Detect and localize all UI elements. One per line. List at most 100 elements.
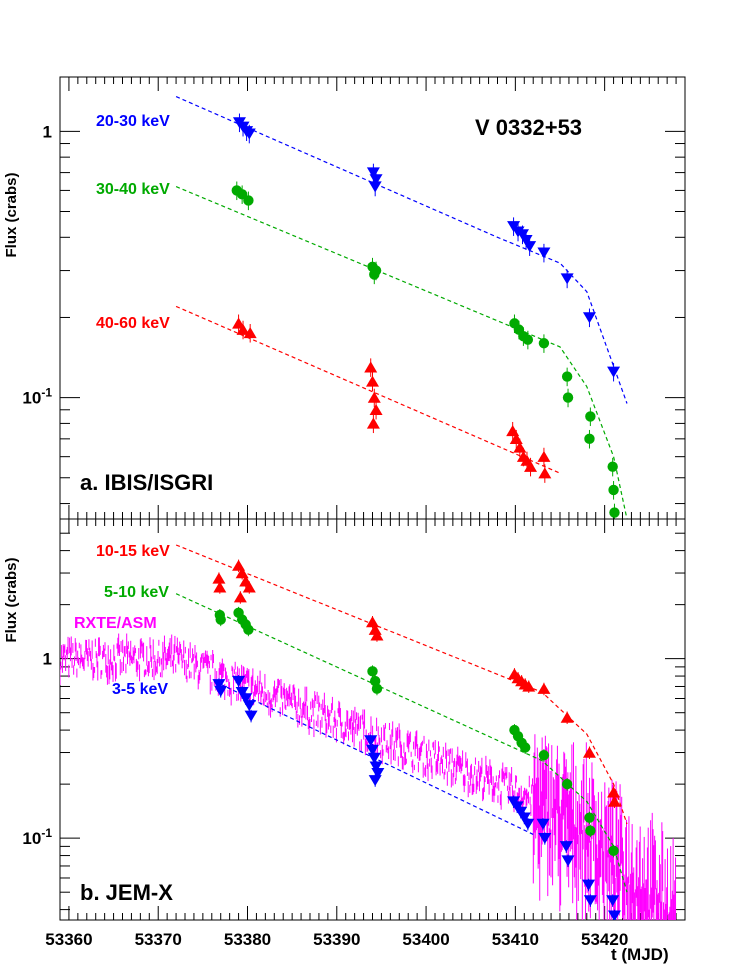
fit-line <box>175 593 628 893</box>
data-point <box>366 417 380 429</box>
data-point <box>514 806 528 818</box>
data-point <box>214 685 228 697</box>
x-tick-label: 53420 <box>581 930 628 949</box>
panel-a: 1 10-1 Flux (crabs) V 0332+53 a. IBIS/ISG… <box>3 76 686 520</box>
data-point <box>368 775 382 787</box>
data-point <box>538 749 550 761</box>
panel-a-axes: 1 10-1 <box>22 77 686 519</box>
data-point <box>371 768 385 780</box>
fit-line <box>220 683 534 835</box>
data-point <box>368 181 382 193</box>
legend-10-15-kev: 10-15 keV <box>96 543 170 560</box>
data-point <box>561 855 575 867</box>
panel-a-title: V 0332+53 <box>475 115 582 140</box>
fit-line <box>175 305 561 474</box>
data-point <box>561 371 573 382</box>
data-point <box>213 581 227 593</box>
data-point <box>366 375 379 387</box>
data-point <box>608 484 619 496</box>
data-point <box>519 742 531 753</box>
data-point <box>239 693 253 705</box>
data-point <box>369 269 380 280</box>
data-point <box>582 312 596 324</box>
data-point <box>242 128 256 140</box>
data-point <box>366 616 379 628</box>
data-point <box>559 841 573 853</box>
data-point <box>521 818 535 830</box>
data-point <box>607 910 621 920</box>
data-point <box>582 746 596 758</box>
data-point <box>244 710 258 722</box>
data-point <box>584 433 595 445</box>
data-point <box>606 895 620 907</box>
data-point <box>538 467 552 479</box>
data-point <box>367 752 381 764</box>
data-point <box>522 334 534 345</box>
x-tick-label: 53370 <box>135 930 182 949</box>
data-point <box>366 167 380 179</box>
y-tick-label: 1 <box>43 650 52 669</box>
fit-line <box>175 186 628 519</box>
data-point <box>233 591 247 603</box>
data-point <box>215 614 226 625</box>
panel-b: 53360 53370 53380 53390 53400 53410 53420 1 10-1… <box>3 518 686 964</box>
data-point <box>560 711 574 723</box>
data-point <box>524 460 538 472</box>
panel-a-ylabel: Flux (crabs) <box>3 172 20 257</box>
data-point <box>212 572 226 584</box>
data-point <box>367 391 381 403</box>
data-point <box>585 411 596 422</box>
data-point <box>506 425 520 437</box>
data-point <box>523 241 537 253</box>
y-tick-label: 1 <box>43 122 52 141</box>
x-tick-label: 53380 <box>224 930 271 949</box>
data-point <box>369 174 383 186</box>
x-tick-label: 53400 <box>402 930 449 949</box>
data-point <box>367 666 378 677</box>
data-point <box>243 327 257 339</box>
data-point <box>235 687 249 699</box>
data-point <box>537 247 551 259</box>
data-point <box>607 366 621 378</box>
data-point <box>243 624 254 635</box>
data-point <box>607 786 621 798</box>
panel-b-label: b. JEM-X <box>80 880 173 905</box>
data-point <box>585 825 596 836</box>
data-point <box>369 761 383 773</box>
data-point <box>371 683 383 694</box>
legend-rxte-asm: RXTE/ASM <box>74 615 157 632</box>
data-point <box>536 818 550 830</box>
data-point <box>608 845 619 857</box>
legend-20-30-kev: 20-30 keV <box>96 113 170 130</box>
x-tick-label: 53360 <box>45 930 92 949</box>
data-point <box>243 195 254 206</box>
legend-40-60-kev: 40-60 keV <box>96 315 170 332</box>
data-point <box>232 675 246 687</box>
x-tick-label: 53410 <box>492 930 539 949</box>
data-point <box>561 778 573 790</box>
data-point <box>537 450 551 462</box>
data-point <box>607 795 621 807</box>
data-point <box>370 629 384 641</box>
y-tick-label: 10-1 <box>22 826 52 848</box>
data-point <box>236 323 250 335</box>
panel-b-ylabel: Flux (crabs) <box>3 557 20 642</box>
data-point <box>582 879 596 891</box>
x-tick-label: 53390 <box>313 930 360 949</box>
data-point <box>583 895 597 907</box>
legend-5-10-kev: 5-10 keV <box>104 584 169 601</box>
data-point <box>538 832 552 845</box>
fit-line <box>175 96 628 404</box>
data-point <box>364 361 378 373</box>
data-point <box>242 581 256 593</box>
data-point <box>584 812 595 823</box>
panel-a-fit-lines <box>175 96 628 519</box>
data-point <box>607 461 618 472</box>
panel-a-frame <box>59 76 686 520</box>
data-point <box>232 317 246 329</box>
data-point <box>212 679 226 691</box>
legend-3-5-kev: 3-5 keV <box>112 681 168 698</box>
data-point <box>609 507 620 518</box>
data-point <box>242 700 256 712</box>
x-axis-label: t (MJD) <box>611 945 669 964</box>
